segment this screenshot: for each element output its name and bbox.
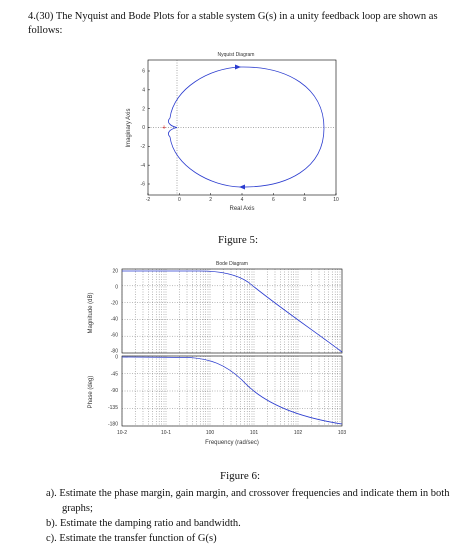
magnitude-ylabel: Magnitude (dB)	[88, 292, 94, 333]
nyquist-y-tick-label: 0	[142, 125, 145, 131]
task-label: b).	[46, 518, 58, 529]
frequency-tick-label: 101	[250, 430, 259, 436]
task-label: a).	[46, 488, 57, 499]
nyquist-plot: Nyquist Diagram + -2 0 2 4 6 8 10 6 4 2 0 -2 -4 -6 R…	[126, 52, 339, 212]
bode-plot: Bode Diagram 20 0 -20 -40 -60 -80 0 -45 -90 -135…	[88, 261, 346, 446]
bode-xlabel: Frequency (rad/sec)	[205, 440, 259, 446]
task-text: Estimate the damping ratio and bandwidth…	[60, 518, 241, 529]
task-b: b). Estimate the damping ratio and bandw…	[46, 516, 456, 531]
task-a-continued: graphs;	[62, 503, 93, 514]
phase-ylabel: Phase (deg)	[88, 376, 94, 409]
frequency-tick-label: 10-2	[117, 430, 127, 436]
nyquist-x-tick-label: 2	[209, 197, 212, 203]
nyquist-title: Nyquist Diagram	[218, 52, 255, 58]
magnitude-ticks: 20 0 -20 -40 -60 -80	[111, 269, 118, 355]
nyquist-y-tick-label: 4	[142, 88, 145, 94]
nyquist-x-ticks: -2 0 2 4 6 8 10	[146, 193, 339, 203]
nyquist-x-tick-label: 0	[178, 197, 181, 203]
magnitude-curve	[122, 270, 343, 353]
figure-6-caption: Figure 6:	[220, 470, 261, 482]
nyquist-ylabel: Imaginary Axis	[126, 108, 132, 147]
nyquist-x-tick-label: -2	[146, 197, 151, 203]
phase-tick-label: -180	[108, 422, 118, 428]
nyquist-arrow-bottom	[239, 184, 245, 190]
task-c: c). Estimate the transfer function of G(…	[46, 531, 456, 546]
magnitude-tick-label: 0	[115, 285, 118, 291]
magnitude-tick-label: 20	[112, 269, 118, 275]
phase-curve	[121, 356, 343, 425]
task-text: Estimate the phase margin, gain margin, …	[59, 488, 450, 499]
magnitude-tick-label: -60	[111, 333, 118, 339]
question-line-2: follows:	[28, 25, 63, 36]
magnitude-tick-label: -80	[111, 349, 118, 355]
nyquist-x-tick-label: 10	[333, 197, 339, 203]
frequency-tick-label: 102	[294, 430, 303, 436]
nyquist-y-tick-label: -2	[141, 144, 146, 150]
nyquist-y-tick-label: -6	[141, 182, 146, 188]
question-line-1: 4.(30) The Nyquist and Bode Plots for a …	[28, 10, 458, 24]
frequency-tick-label: 100	[206, 430, 215, 436]
magnitude-grid	[121, 268, 342, 354]
nyquist-y-tick-label: 2	[142, 106, 145, 112]
nyquist-y-tick-label: 6	[142, 69, 145, 75]
nyquist-y-tick-label: -4	[141, 163, 146, 169]
task-label: c).	[46, 533, 57, 544]
phase-grid	[121, 355, 342, 427]
frequency-tick-label: 10-1	[161, 430, 171, 436]
nyquist-xlabel: Real Axis	[229, 206, 254, 212]
phase-tick-label: -90	[111, 388, 118, 394]
magnitude-frame	[121, 268, 343, 354]
nyquist-x-tick-label: 4	[241, 197, 244, 203]
nyquist-critical-point: +	[162, 125, 166, 132]
phase-tick-label: -45	[111, 371, 118, 377]
phase-tick-label: -135	[108, 405, 118, 411]
magnitude-tick-label: -20	[111, 301, 118, 307]
nyquist-y-ticks: 6 4 2 0 -2 -4 -6	[141, 69, 150, 188]
nyquist-arrow-top	[235, 64, 241, 70]
nyquist-curve	[168, 66, 325, 188]
task-text: Estimate the transfer function of G(s)	[59, 533, 217, 544]
task-a: a). Estimate the phase margin, gain marg…	[46, 486, 456, 501]
bode-title: Bode Diagram	[216, 261, 248, 267]
question-text: 4.(30) The Nyquist and Bode Plots for a …	[28, 10, 458, 38]
phase-ticks: 0 -45 -90 -135 -180	[108, 355, 118, 428]
figure-5-caption: Figure 5:	[218, 234, 259, 246]
frequency-tick-label: 103	[338, 430, 347, 436]
phase-tick-label: 0	[115, 355, 118, 361]
nyquist-x-tick-label: 6	[272, 197, 275, 203]
task-list: a). Estimate the phase margin, gain marg…	[46, 486, 456, 546]
question-statement: The Nyquist and Bode Plots for a stable …	[55, 11, 438, 22]
nyquist-x-tick-label: 8	[303, 197, 306, 203]
question-number: 4.(30)	[28, 11, 54, 22]
frequency-ticks: 10-2 10-1 100 101 102 103	[117, 430, 346, 436]
magnitude-tick-label: -40	[111, 317, 118, 323]
